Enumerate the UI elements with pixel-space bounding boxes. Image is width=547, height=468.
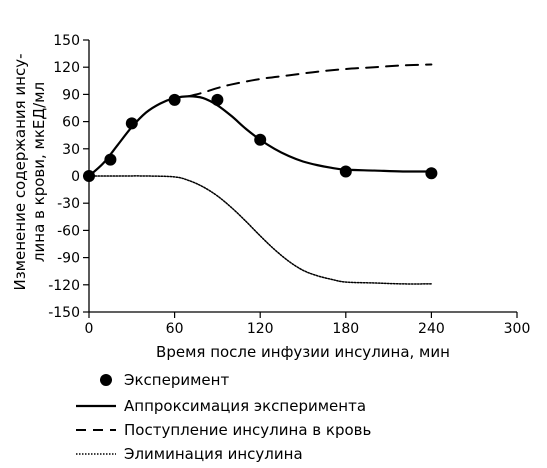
x-tick-label: 180	[332, 321, 359, 337]
x-tick-label: 60	[166, 321, 184, 337]
axes	[83, 39, 518, 318]
x-tick-label: 300	[504, 321, 531, 337]
y-tick-label: 120	[53, 60, 80, 76]
y-tick-label: 90	[62, 87, 80, 103]
x-axis-title: Время после инфузии инсулина, мин	[156, 343, 450, 361]
series-lines	[87, 63, 433, 285]
y-tick-label: 0	[71, 169, 80, 185]
legend: Эксперимент Аппроксимация эксперимента П…	[76, 371, 371, 463]
legend-label-fit: Аппроксимация эксперимента	[124, 397, 366, 415]
fit-curve	[87, 95, 433, 178]
elimination-curve	[88, 175, 433, 285]
y-tick-label: -120	[48, 278, 80, 294]
legend-marker-experiment	[100, 374, 112, 386]
experiment-point	[125, 117, 138, 130]
y-tick-label: -90	[57, 251, 80, 267]
experiment-points	[83, 93, 438, 182]
y-tick-label: -30	[57, 196, 80, 212]
y-tick-label: 150	[53, 33, 80, 49]
legend-label-experiment: Эксперимент	[124, 371, 229, 389]
x-tick-label: 0	[85, 321, 94, 337]
experiment-point	[211, 93, 224, 106]
y-tick-label: -150	[48, 305, 80, 321]
axis-titles: Время после инфузии инсулина, мин Измене…	[11, 53, 450, 361]
x-tick-label: 240	[418, 321, 445, 337]
x-tick-label: 120	[247, 321, 274, 337]
influx-curve	[187, 63, 433, 98]
y-axis-title-line-1: Изменение содержания инсу-	[11, 53, 29, 290]
legend-label-elimination: Элиминация инсулина	[124, 445, 303, 463]
y-axis-title-line-2: лина в крови, мкЕД/мл	[30, 82, 48, 262]
tick-labels: -150 -120 -90 -60 -30 0 30 60 90 120 150 0 60 120 180 2…	[48, 33, 530, 337]
y-tick-label: 60	[62, 115, 80, 131]
experiment-point	[83, 170, 95, 182]
experiment-point	[339, 165, 352, 178]
legend-label-influx: Поступление инсулина в кровь	[124, 421, 371, 439]
y-tick-label: -60	[57, 223, 80, 239]
experiment-point	[104, 153, 117, 166]
experiment-point	[168, 93, 181, 106]
experiment-point	[254, 133, 267, 146]
experiment-point	[425, 167, 438, 180]
y-tick-label: 30	[62, 142, 80, 158]
